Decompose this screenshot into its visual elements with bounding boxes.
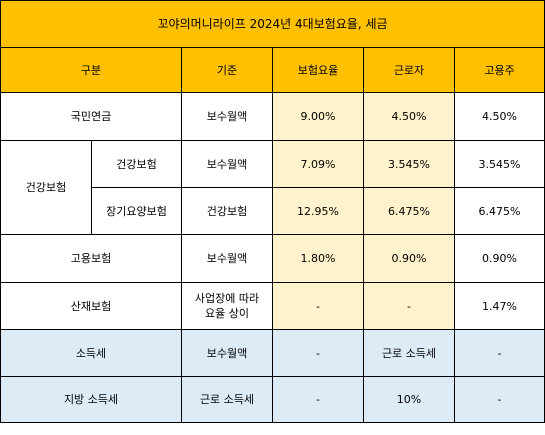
employer-cell: 3.545% <box>453 140 545 188</box>
header-rate: 보험요율 <box>272 47 364 93</box>
employee-cell: - <box>363 282 455 330</box>
row-label: 소득세 <box>0 329 182 377</box>
basis-line-2: 요율 상이 <box>205 307 249 320</box>
basis-cell: 보수월액 <box>181 140 273 188</box>
rate-cell: - <box>272 376 364 423</box>
rate-cell: - <box>272 282 364 330</box>
header-employer: 고용주 <box>453 47 545 93</box>
row-label: 산재보험 <box>0 282 182 330</box>
header-category: 구분 <box>0 47 182 93</box>
row-label: 장기요양보험 <box>91 187 182 235</box>
table-row-ltc: 장기요양보험 건강보험 12.95% 6.475% 6.475% <box>1 187 545 235</box>
header-employee: 근로자 <box>363 47 455 93</box>
row-label: 지방 소득세 <box>0 376 182 423</box>
header-row: 구분 기준 보험요율 근로자 고용주 <box>0 47 545 93</box>
basis-cell: 보수월액 <box>181 92 273 141</box>
rate-cell: - <box>272 329 364 377</box>
employee-cell: 6.475% <box>363 187 455 235</box>
employer-cell: 4.50% <box>453 92 545 141</box>
title-row: 꼬야의머니라이프 2024년 4대보험요율, 세금 <box>0 0 545 48</box>
basis-line-1: 사업장에 따라 <box>194 292 260 305</box>
employee-cell: 3.545% <box>363 140 455 188</box>
header-basis: 기준 <box>181 47 273 93</box>
row-group-label: 건강보험 <box>0 140 92 235</box>
rate-cell: 9.00% <box>272 92 364 141</box>
row-label: 국민연금 <box>0 92 182 141</box>
basis-cell: 건강보험 <box>181 187 273 235</box>
table-title: 꼬야의머니라이프 2024년 4대보험요율, 세금 <box>0 0 545 48</box>
employer-cell: 1.47% <box>453 282 545 330</box>
table-row-income-tax: 소득세 보수월액 - 근로 소득세 - <box>0 329 545 377</box>
employer-cell: - <box>453 329 545 377</box>
employee-cell: 0.90% <box>363 234 455 283</box>
employer-cell: 6.475% <box>453 187 545 235</box>
table-row-health: 건강보험 건강보험 보수월액 7.09% 3.545% 3.545% <box>0 140 545 235</box>
employee-cell: 근로 소득세 <box>363 329 455 377</box>
insurance-rate-table: 꼬야의머니라이프 2024년 4대보험요율, 세금 구분 기준 보험요율 근로자… <box>0 0 545 423</box>
basis-cell: 사업장에 따라 요율 상이 <box>181 282 273 330</box>
basis-cell: 근로 소득세 <box>181 376 273 423</box>
rate-cell: 7.09% <box>272 140 364 188</box>
employee-cell: 4.50% <box>363 92 455 141</box>
employer-cell: - <box>453 376 545 423</box>
table-row-local-tax: 지방 소득세 근로 소득세 - 10% - <box>0 376 545 423</box>
rate-cell: 1.80% <box>272 234 364 283</box>
rate-cell: 12.95% <box>272 187 364 235</box>
row-label: 건강보험 <box>91 140 182 188</box>
employer-cell: 0.90% <box>453 234 545 283</box>
table-row-employment: 고용보험 보수월액 1.80% 0.90% 0.90% <box>0 234 545 283</box>
table-row-pension: 국민연금 보수월액 9.00% 4.50% 4.50% <box>0 92 545 141</box>
employee-cell: 10% <box>363 376 455 423</box>
basis-cell: 보수월액 <box>181 234 273 283</box>
table-row-industrial: 산재보험 사업장에 따라 요율 상이 - - 1.47% <box>0 282 545 330</box>
basis-cell: 보수월액 <box>181 329 273 377</box>
row-label: 고용보험 <box>0 234 182 283</box>
